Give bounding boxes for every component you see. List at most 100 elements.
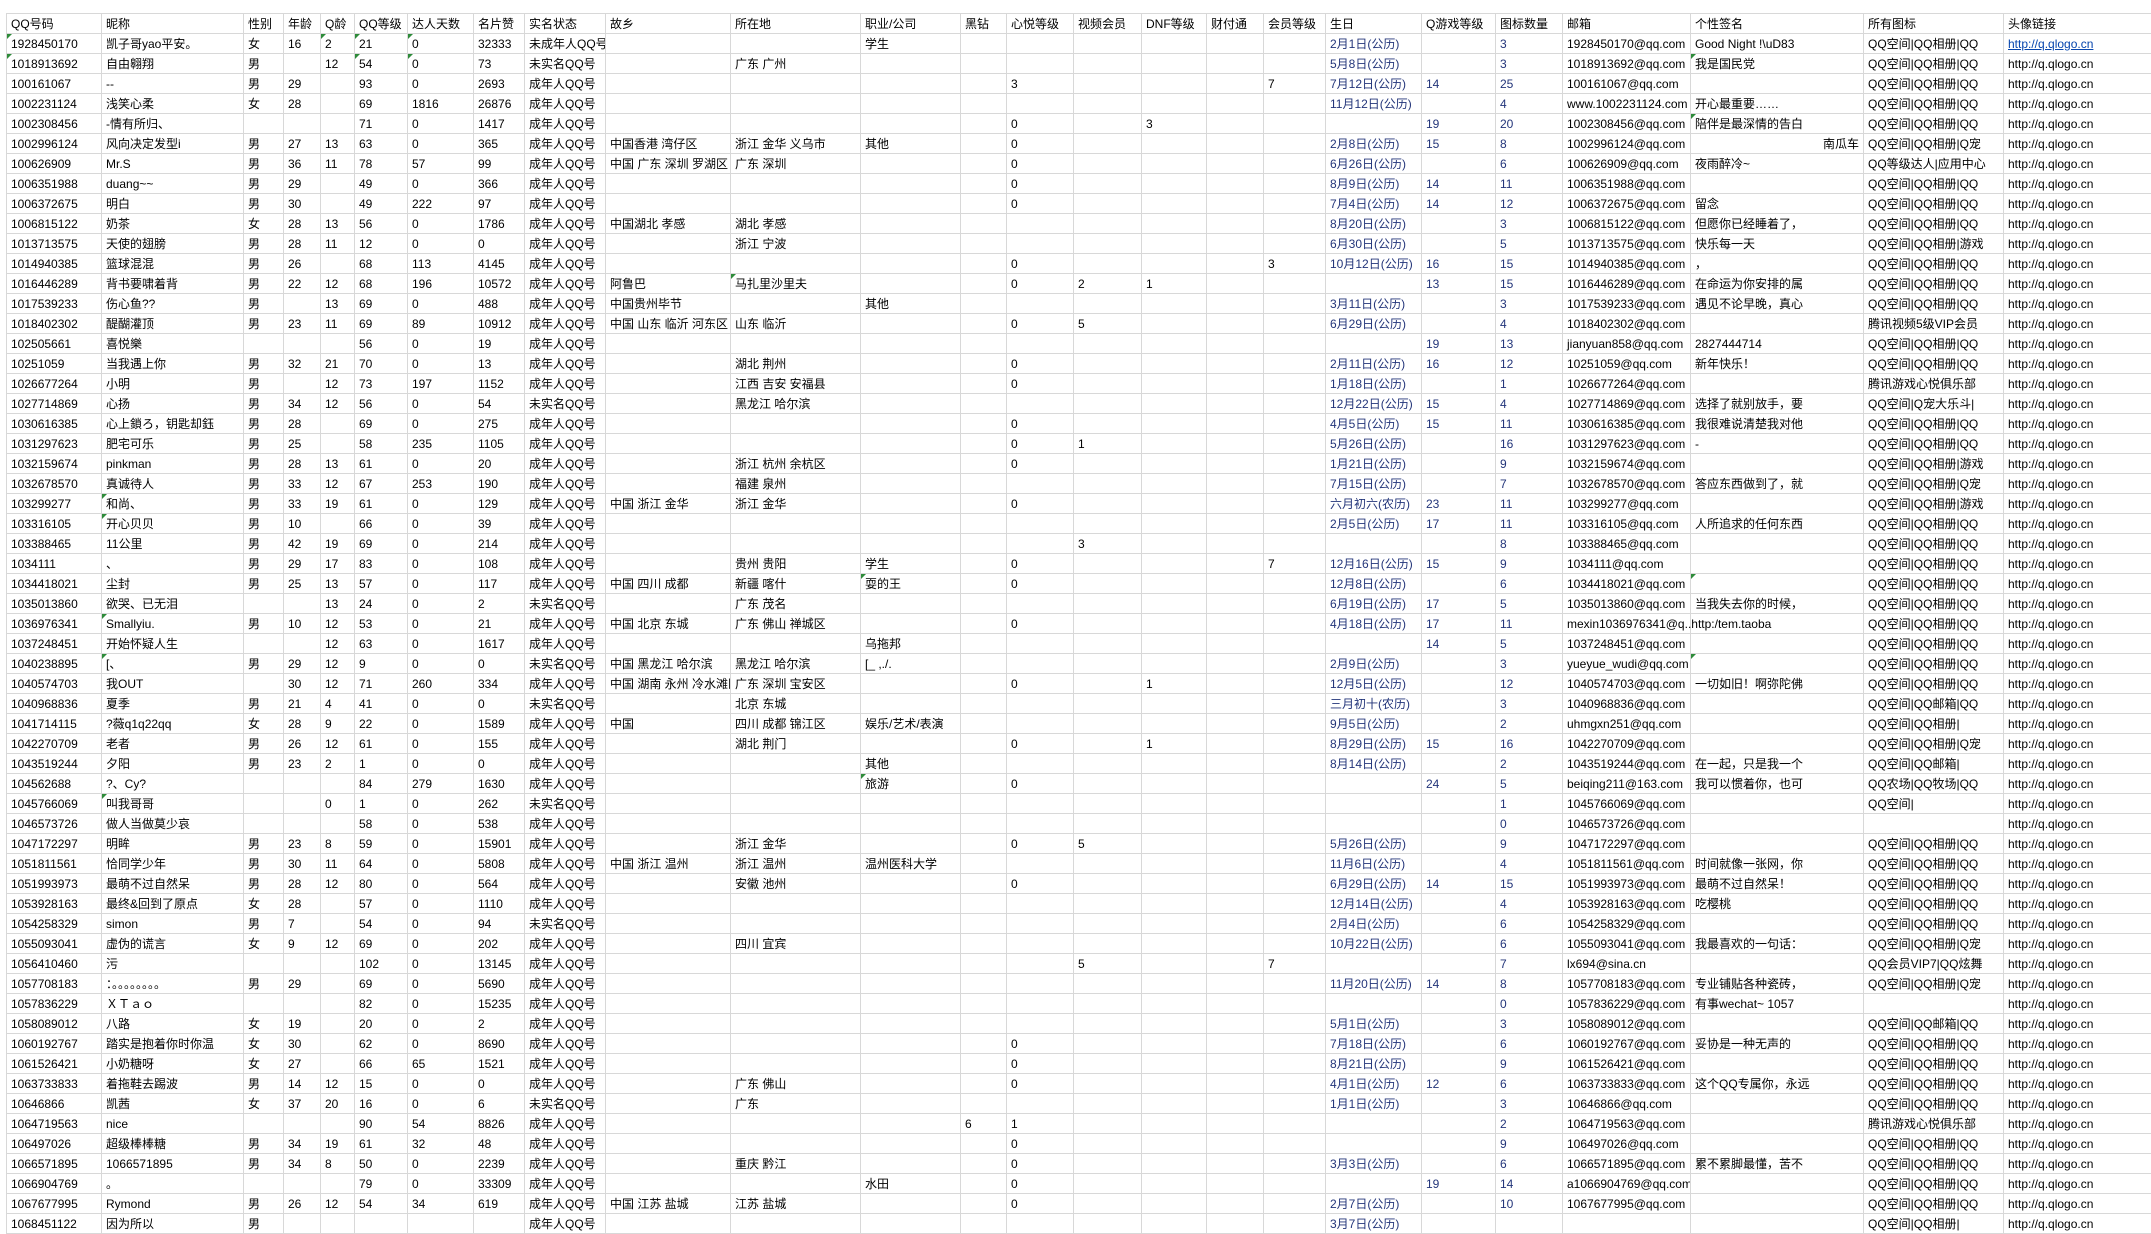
gender-cell[interactable]: 男 bbox=[244, 654, 284, 674]
birthday-cell[interactable]: 5月26日(公历) bbox=[1326, 834, 1422, 854]
job-company-cell[interactable] bbox=[861, 794, 961, 814]
hometown-cell[interactable]: 中国 北京 东城 bbox=[606, 614, 731, 634]
qq-number-cell[interactable]: 1017539233 bbox=[7, 294, 102, 314]
q-age-cell[interactable]: 9 bbox=[321, 714, 355, 734]
black-diamond-cell[interactable] bbox=[961, 1074, 1007, 1094]
vip-level-cell[interactable] bbox=[1264, 914, 1326, 934]
job-company-cell[interactable] bbox=[861, 1034, 961, 1054]
card-likes-cell[interactable]: 1786 bbox=[474, 214, 525, 234]
vip-level-cell[interactable]: 7 bbox=[1264, 554, 1326, 574]
all-icons-cell[interactable]: QQ空间|QQ相册|Q宠 bbox=[1864, 134, 2004, 154]
nickname-cell[interactable]: 心上鎖ろ，钥匙却鈺 bbox=[102, 414, 244, 434]
location-cell[interactable]: 广东 深圳 bbox=[731, 154, 861, 174]
q-game-level-cell[interactable] bbox=[1422, 1054, 1496, 1074]
daren-days-cell[interactable]: 0 bbox=[408, 1074, 474, 1094]
gender-cell[interactable]: 女 bbox=[244, 214, 284, 234]
signature-cell[interactable]: 累不累脚最懂，苦不 bbox=[1691, 1154, 1864, 1174]
xinyue-level-cell[interactable] bbox=[1007, 974, 1074, 994]
avatar-link-cell[interactable]: http://q.qlogo.cn bbox=[2004, 74, 2151, 94]
birthday-cell[interactable]: 5月26日(公历) bbox=[1326, 434, 1422, 454]
job-company-cell[interactable] bbox=[861, 254, 961, 274]
vip-level-cell[interactable] bbox=[1264, 794, 1326, 814]
icon-count-cell[interactable]: 11 bbox=[1496, 494, 1563, 514]
job-company-cell[interactable]: 水田 bbox=[861, 1174, 961, 1194]
video-vip-cell[interactable] bbox=[1074, 174, 1142, 194]
dnf-level-cell[interactable] bbox=[1142, 234, 1207, 254]
card-likes-cell[interactable]: 619 bbox=[474, 1194, 525, 1214]
q-age-cell[interactable]: 12 bbox=[321, 874, 355, 894]
card-likes-cell[interactable]: 334 bbox=[474, 674, 525, 694]
xinyue-level-cell[interactable] bbox=[1007, 594, 1074, 614]
all-icons-cell[interactable]: QQ空间|QQ相册| bbox=[1864, 1214, 2004, 1234]
birthday-cell[interactable] bbox=[1326, 954, 1422, 974]
birthday-cell[interactable]: 4月1日(公历) bbox=[1326, 1074, 1422, 1094]
hometown-cell[interactable] bbox=[606, 234, 731, 254]
black-diamond-cell[interactable] bbox=[961, 434, 1007, 454]
card-likes-cell[interactable]: 2693 bbox=[474, 74, 525, 94]
signature-cell[interactable]: 时间就像一张网，你 bbox=[1691, 854, 1864, 874]
email-cell[interactable]: 1034418021@qq.com bbox=[1563, 574, 1691, 594]
qq-number-cell[interactable]: 1066571895 bbox=[7, 1154, 102, 1174]
card-likes-cell[interactable]: 108 bbox=[474, 554, 525, 574]
signature-cell[interactable]: Good Night !\uD83 bbox=[1691, 34, 1864, 54]
email-cell[interactable]: mexin1036976341@q..http:/tem.taoba bbox=[1563, 614, 1691, 634]
column-header-daren-days[interactable]: 达人天数 bbox=[408, 14, 474, 34]
avatar-link-cell[interactable]: http://q.qlogo.cn bbox=[2004, 1114, 2151, 1134]
location-cell[interactable]: 广东 深圳 宝安区 bbox=[731, 674, 861, 694]
birthday-cell[interactable] bbox=[1326, 634, 1422, 654]
dnf-level-cell[interactable] bbox=[1142, 954, 1207, 974]
birthday-cell[interactable]: 8月9日(公历) bbox=[1326, 174, 1422, 194]
gender-cell[interactable]: 男 bbox=[244, 354, 284, 374]
location-cell[interactable] bbox=[731, 774, 861, 794]
q-game-level-cell[interactable]: 14 bbox=[1422, 634, 1496, 654]
job-company-cell[interactable] bbox=[861, 394, 961, 414]
nickname-cell[interactable]: 小明 bbox=[102, 374, 244, 394]
black-diamond-cell[interactable] bbox=[961, 354, 1007, 374]
card-likes-cell[interactable]: 1630 bbox=[474, 774, 525, 794]
gender-cell[interactable]: 女 bbox=[244, 1014, 284, 1034]
location-cell[interactable]: 湖北 荆州 bbox=[731, 354, 861, 374]
hometown-cell[interactable] bbox=[606, 174, 731, 194]
daren-days-cell[interactable]: 0 bbox=[408, 714, 474, 734]
qq-number-cell[interactable]: 1046573726 bbox=[7, 814, 102, 834]
daren-days-cell[interactable]: 279 bbox=[408, 774, 474, 794]
daren-days-cell[interactable]: 0 bbox=[408, 954, 474, 974]
nickname-cell[interactable]: 。 bbox=[102, 1174, 244, 1194]
q-game-level-cell[interactable]: 14 bbox=[1422, 174, 1496, 194]
q-age-cell[interactable]: 12 bbox=[321, 614, 355, 634]
gender-cell[interactable]: 男 bbox=[244, 514, 284, 534]
all-icons-cell[interactable]: QQ空间|QQ相册|QQ bbox=[1864, 254, 2004, 274]
dnf-level-cell[interactable] bbox=[1142, 514, 1207, 534]
card-likes-cell[interactable]: 73 bbox=[474, 54, 525, 74]
age-cell[interactable]: 26 bbox=[284, 1194, 321, 1214]
signature-cell[interactable]: 我很难说清楚我对他 bbox=[1691, 414, 1864, 434]
vip-level-cell[interactable] bbox=[1264, 974, 1326, 994]
dnf-level-cell[interactable] bbox=[1142, 494, 1207, 514]
realname-status-cell[interactable]: 成年人QQ号 bbox=[525, 874, 606, 894]
all-icons-cell[interactable]: QQ空间|QQ相册|QQ bbox=[1864, 54, 2004, 74]
q-game-level-cell[interactable] bbox=[1422, 1194, 1496, 1214]
black-diamond-cell[interactable] bbox=[961, 754, 1007, 774]
qq-level-cell[interactable]: 64 bbox=[355, 854, 408, 874]
tenpay-cell[interactable] bbox=[1207, 254, 1264, 274]
location-cell[interactable]: 广东 茂名 bbox=[731, 594, 861, 614]
avatar-link-cell[interactable]: http://q.qlogo.cn bbox=[2004, 654, 2151, 674]
qq-level-cell[interactable]: 1 bbox=[355, 794, 408, 814]
location-cell[interactable] bbox=[731, 1174, 861, 1194]
signature-cell[interactable]: 一切如旧！啊弥陀佛 bbox=[1691, 674, 1864, 694]
icon-count-cell[interactable]: 16 bbox=[1496, 434, 1563, 454]
birthday-cell[interactable]: 2月11日(公历) bbox=[1326, 354, 1422, 374]
black-diamond-cell[interactable] bbox=[961, 474, 1007, 494]
birthday-cell[interactable]: 1月21日(公历) bbox=[1326, 454, 1422, 474]
nickname-cell[interactable]: Mr.S bbox=[102, 154, 244, 174]
icon-count-cell[interactable]: 3 bbox=[1496, 34, 1563, 54]
location-cell[interactable] bbox=[731, 174, 861, 194]
realname-status-cell[interactable]: 成年人QQ号 bbox=[525, 154, 606, 174]
signature-cell[interactable]: 快乐每一天 bbox=[1691, 234, 1864, 254]
qq-level-cell[interactable]: 78 bbox=[355, 154, 408, 174]
all-icons-cell[interactable]: QQ空间|QQ相册|QQ bbox=[1864, 654, 2004, 674]
signature-cell[interactable]: 夜雨醉冷~ bbox=[1691, 154, 1864, 174]
age-cell[interactable]: 25 bbox=[284, 434, 321, 454]
all-icons-cell[interactable]: 腾讯视频5级VIP会员 bbox=[1864, 314, 2004, 334]
dnf-level-cell[interactable] bbox=[1142, 774, 1207, 794]
